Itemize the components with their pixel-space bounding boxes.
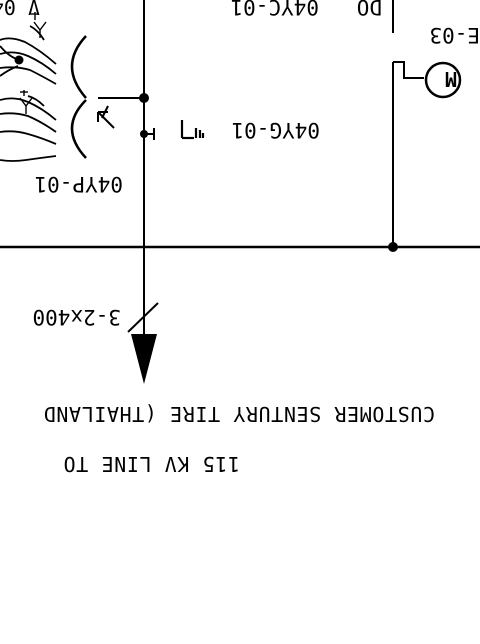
- label-top-right-frag: DO: [357, 0, 382, 19]
- motor-connector: [393, 61, 424, 79]
- winding-node: [14, 55, 24, 65]
- tap-junction: [139, 93, 149, 103]
- label-top-left-frag: V 04: [0, 0, 40, 19]
- label-customer-line: CUSTOMER SENTURY TIRE (THAILAND: [43, 402, 435, 426]
- label-transformer: 04YP-01: [34, 172, 123, 196]
- label-cable: 3-2x400: [32, 305, 121, 329]
- wye-symbol-lower: [19, 90, 33, 114]
- label-top-middle: 04YC-01: [230, 0, 319, 19]
- motor-symbol: [424, 61, 462, 99]
- secondary-winding-upper: [0, 25, 57, 85]
- transformer-arc-upper: [70, 35, 87, 99]
- bus-junction-right: [388, 242, 398, 252]
- cable-slash: [127, 302, 159, 333]
- label-kv-line: 115 KV LINE TO: [63, 452, 240, 476]
- transformer-arc-lower: [70, 99, 87, 159]
- ground-tap-node: [140, 130, 148, 138]
- label-ground: 04YG-01: [231, 118, 320, 142]
- secondary-winding-lower: [0, 95, 57, 162]
- wye-symbol-upper: [31, 12, 47, 38]
- label-right-frag: E-03: [429, 23, 480, 47]
- ground-switch-symbol: [180, 120, 205, 140]
- motor-label: M: [445, 67, 457, 91]
- arrow-symbol: [97, 105, 115, 129]
- feeder-arrowhead: [131, 334, 157, 384]
